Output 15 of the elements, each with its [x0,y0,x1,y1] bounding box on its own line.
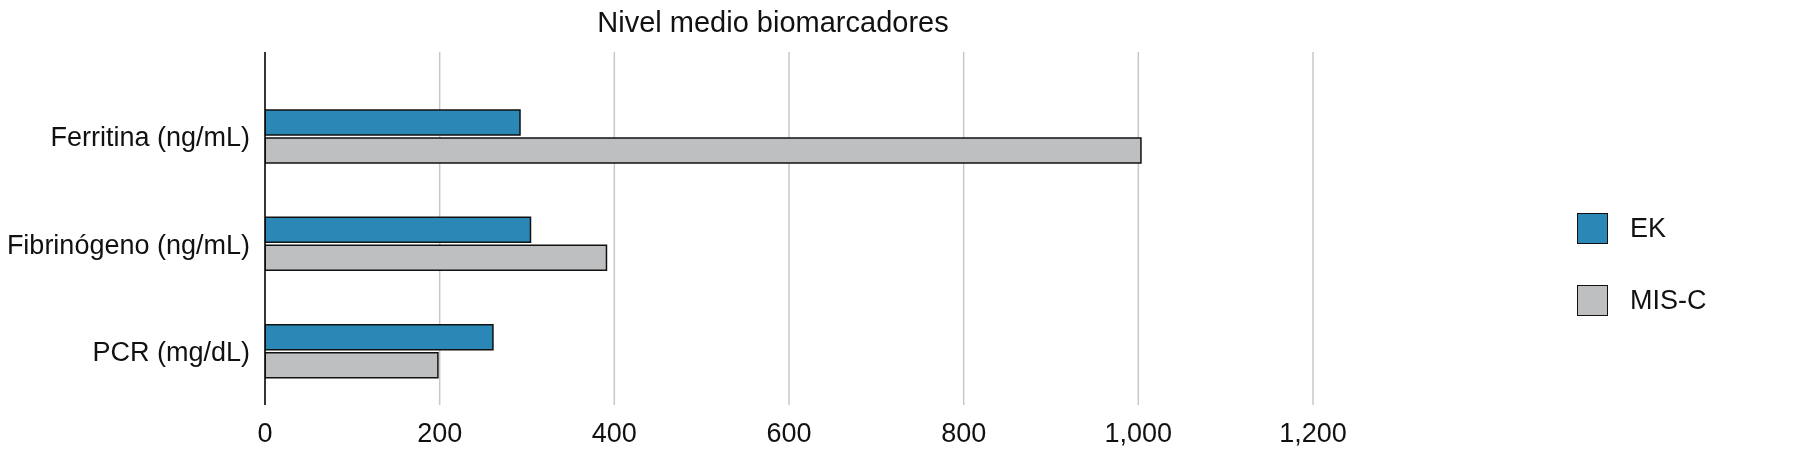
x-tick-label: 600 [766,418,812,449]
legend-label: MIS-C [1630,284,1707,315]
chart-title: Nivel medio biomarcadores [597,6,949,38]
bar [265,216,532,244]
y-tick-label: PCR (mg/dL) [92,336,250,367]
x-tick-label: 0 [257,418,273,449]
y-tick-label: Fibrinógeno (ng/mL) [6,229,250,260]
x-tick-label: 400 [591,418,637,449]
x-tick-label: 200 [417,418,463,449]
legend-label: EK [1630,212,1667,243]
bar [265,323,494,351]
x-tick-label: 800 [941,418,987,449]
y-tick-label: Ferritina (ng/mL) [50,122,250,153]
x-tick-label: 1,000 [1104,418,1173,449]
x-tick-label: 1,200 [1279,418,1347,449]
